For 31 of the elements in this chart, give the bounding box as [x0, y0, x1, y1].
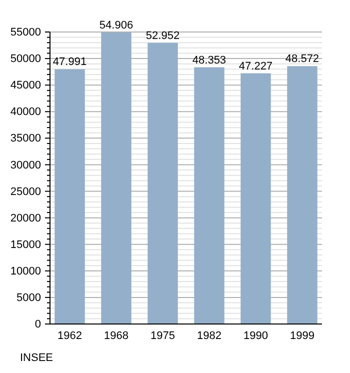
y-tick-label: 55000: [10, 26, 41, 39]
data-label: 54.906: [99, 20, 134, 32]
text: INSEE: [20, 352, 54, 364]
y-tick-label: 15000: [10, 238, 41, 251]
y-tick-label: 5000: [16, 292, 41, 304]
y-tick-label: 0: [34, 318, 41, 331]
x-tick-label: 1975: [150, 330, 175, 342]
y-tick-label: 45000: [10, 80, 41, 92]
data-label: 52.952: [146, 30, 180, 42]
y-tick-label: 20000: [10, 212, 41, 224]
data-label: 47.991: [52, 56, 87, 68]
bar: [101, 32, 132, 324]
x-tick-label: 1962: [58, 330, 82, 342]
data-label: 48.572: [285, 53, 320, 66]
bar: [194, 67, 224, 324]
y-tick-label: 40000: [10, 106, 41, 118]
bar: [287, 66, 318, 324]
data-label: 48.353: [192, 54, 226, 66]
data-label: 47.227: [238, 60, 273, 72]
y-tick-label: 50000: [10, 53, 41, 66]
bar: [148, 42, 178, 324]
x-tick-label: 1982: [197, 330, 222, 342]
bar: [54, 69, 85, 324]
y-tick-label: 30000: [10, 159, 41, 172]
y-tick-label: 10000: [10, 265, 41, 278]
bar: [240, 73, 271, 324]
y-tick-label: 35000: [10, 132, 41, 145]
y-tick-label: 25000: [10, 186, 41, 198]
x-tick-label: 1999: [290, 330, 314, 342]
x-tick-label: 1968: [104, 330, 128, 342]
x-tick-label: 1990: [244, 330, 268, 342]
